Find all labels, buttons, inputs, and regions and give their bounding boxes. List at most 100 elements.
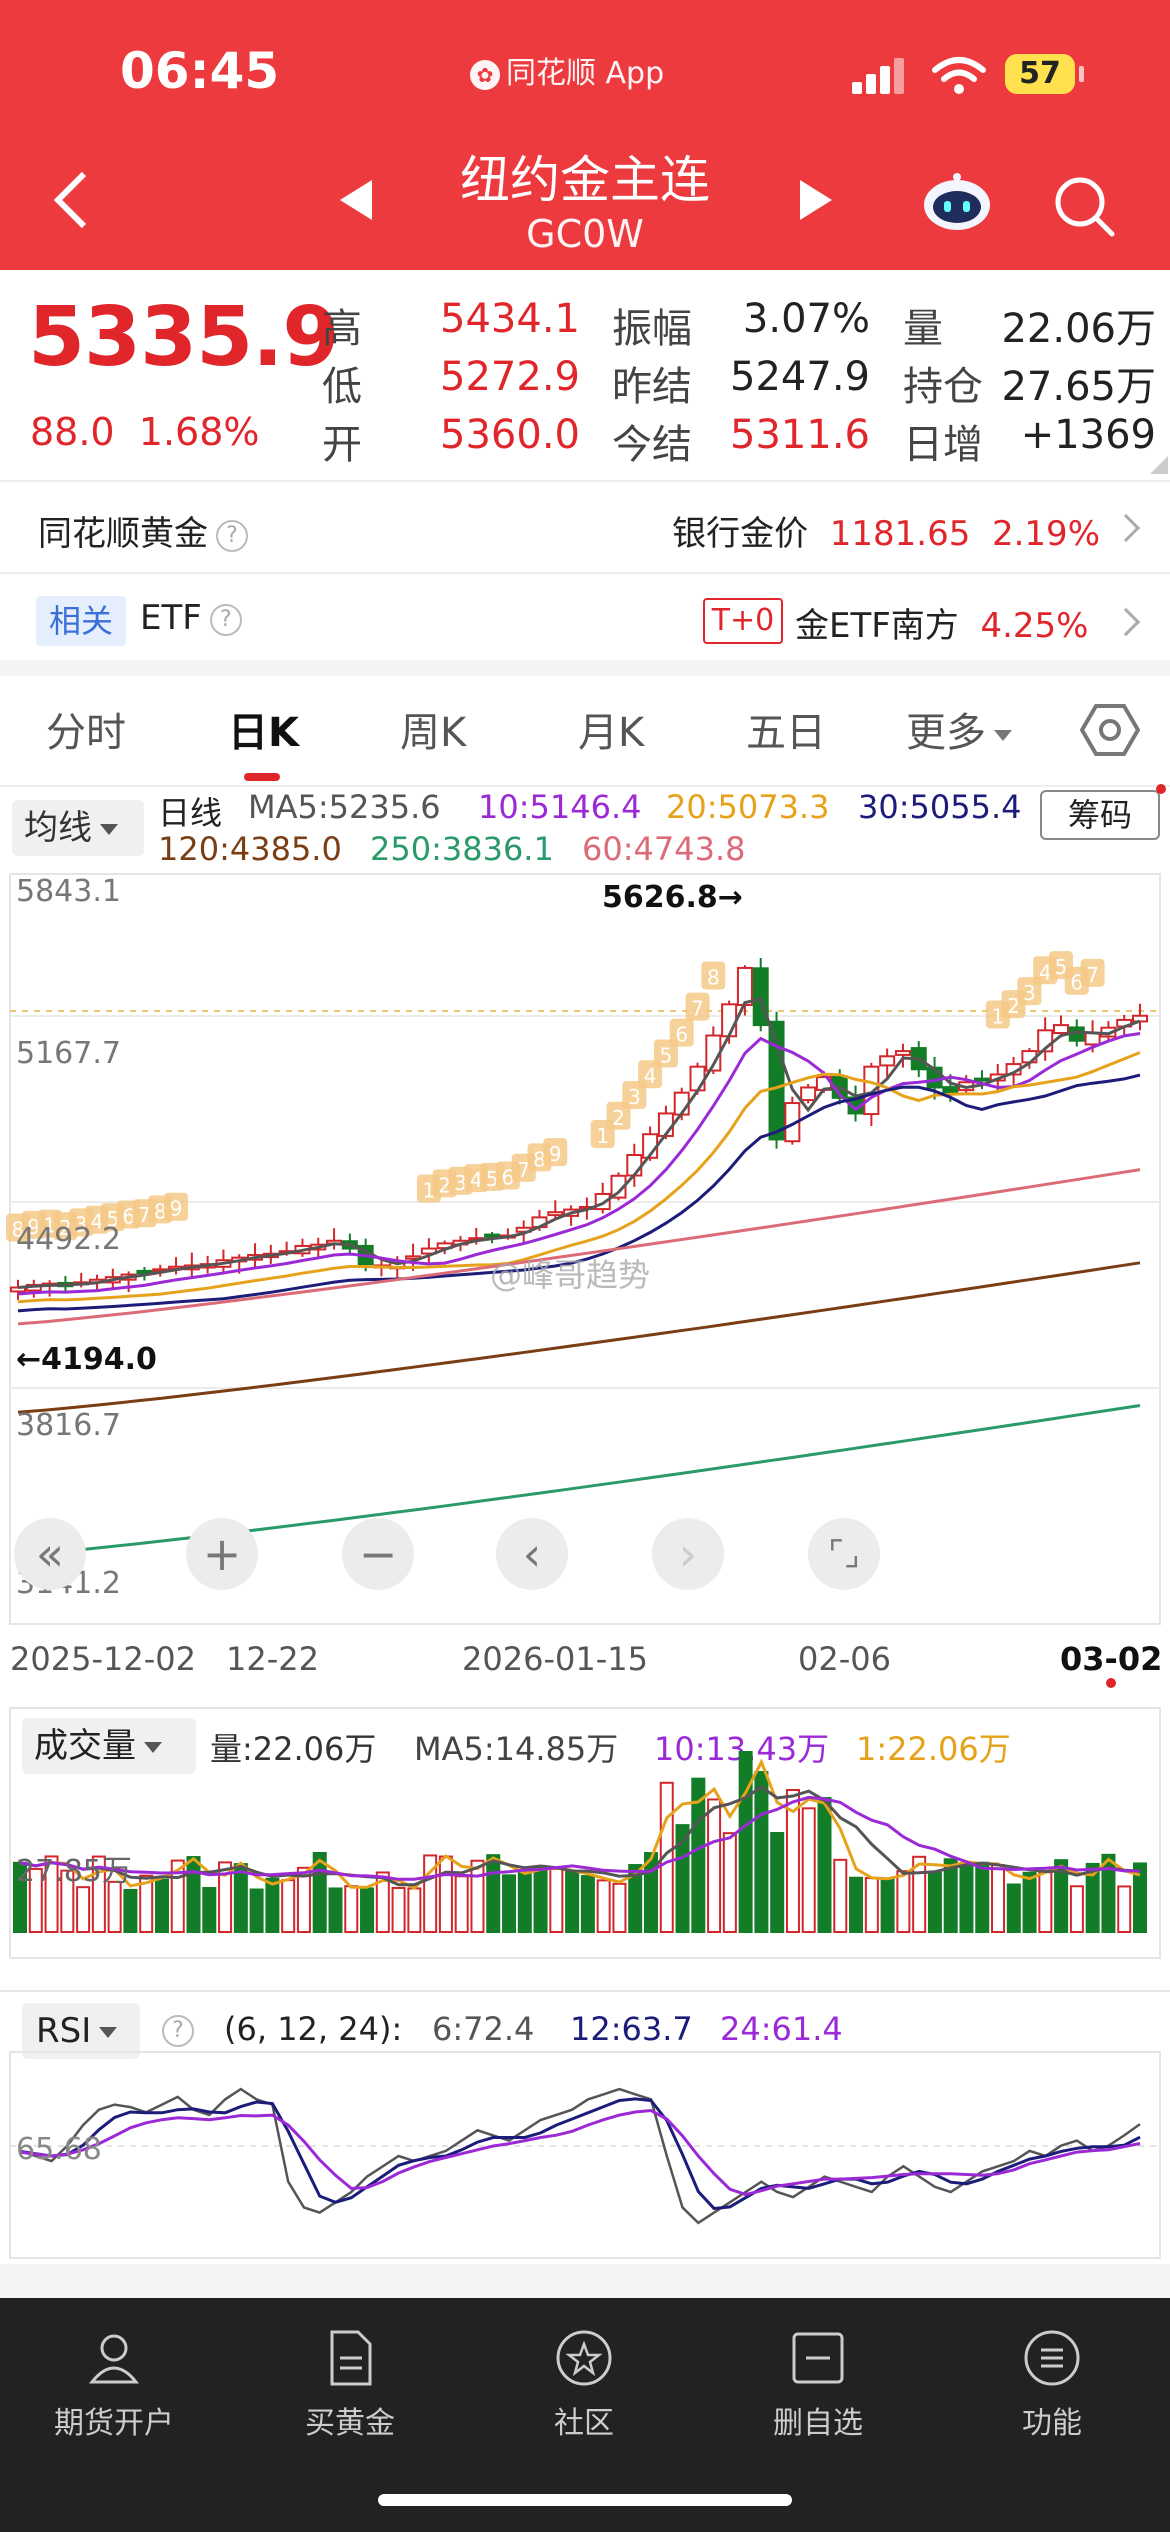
volume-bar bbox=[281, 1879, 296, 1933]
etf-name: 金ETF南方 bbox=[795, 606, 959, 646]
divider bbox=[0, 480, 1170, 482]
last-price: 5335.9 bbox=[28, 290, 339, 385]
watermark-text: @峰哥趋势 bbox=[490, 1256, 651, 1294]
quote-field-value: 27.65万 bbox=[1001, 364, 1156, 410]
tab-intraday[interactable]: 分时 bbox=[46, 710, 126, 756]
volume-ma5: MA5:14.85万 bbox=[414, 1730, 619, 1768]
td-marker: 7 bbox=[685, 992, 710, 1021]
volume-bar bbox=[675, 1824, 690, 1933]
td-marker-text: 4 bbox=[91, 1210, 104, 1234]
quote-field-value: 5272.9 bbox=[440, 354, 580, 400]
search-icon[interactable] bbox=[1052, 174, 1116, 238]
tab-five-day[interactable]: 五日 bbox=[746, 710, 826, 756]
volume-frame bbox=[9, 1707, 1161, 1959]
help-icon[interactable]: ? bbox=[209, 603, 242, 636]
tab-daily-k[interactable]: 日K bbox=[228, 710, 299, 756]
nav-community[interactable]: 社区 bbox=[494, 2300, 674, 2442]
help-icon[interactable]: ? bbox=[162, 2015, 194, 2047]
chevron-down-icon bbox=[144, 1742, 162, 1753]
app-logo-icon: ✿ bbox=[470, 59, 500, 90]
zoom-out-button[interactable]: − bbox=[342, 1518, 414, 1590]
status-app-label: ✿ 同花顺 App bbox=[470, 48, 664, 92]
volume-indicator-select[interactable]: 成交量 bbox=[22, 1718, 196, 1774]
volume-bar bbox=[28, 1867, 43, 1933]
volume-bar bbox=[123, 1888, 138, 1933]
bank-gold-price: 1181.65 bbox=[829, 514, 971, 554]
td-marker-text: 2 bbox=[59, 1216, 72, 1240]
candle-body bbox=[800, 1086, 817, 1102]
t0-tag: T+0 bbox=[703, 598, 783, 644]
td-marker-text: 5 bbox=[660, 1043, 673, 1067]
next-contract-button[interactable] bbox=[800, 180, 832, 220]
scroll-to-start-button[interactable]: « bbox=[14, 1518, 86, 1590]
rsi-chart[interactable] bbox=[0, 2046, 1170, 2262]
chevron-right-icon bbox=[1111, 513, 1141, 543]
nav-open-account[interactable]: 期货开户 bbox=[24, 2300, 204, 2442]
rsi-indicator-select[interactable]: RSI bbox=[22, 2003, 140, 2059]
td-marker-text: 1 bbox=[596, 1124, 609, 1148]
ma30-line bbox=[17, 1073, 1141, 1313]
settings-icon[interactable] bbox=[1080, 700, 1140, 760]
back-icon[interactable] bbox=[50, 170, 90, 230]
nav-buy-gold[interactable]: 买黄金 bbox=[260, 2300, 440, 2442]
ma60-line bbox=[17, 1168, 1141, 1326]
candle-body bbox=[1132, 1014, 1148, 1023]
ma5-value: MA5:5235.6 bbox=[248, 788, 441, 826]
nav-label: 删自选 bbox=[773, 2406, 863, 2441]
td-marker-bg bbox=[622, 1081, 647, 1110]
volume-chart[interactable] bbox=[0, 1702, 1170, 1962]
volume-bar bbox=[107, 1880, 122, 1934]
zoom-in-button[interactable]: + bbox=[186, 1518, 258, 1590]
scroll-right-button[interactable]: › bbox=[652, 1518, 724, 1590]
divider bbox=[0, 785, 1170, 787]
divider bbox=[0, 1990, 1170, 1992]
chart-frame bbox=[9, 873, 1161, 1625]
nav-functions[interactable]: 功能 bbox=[962, 2300, 1142, 2442]
volume-bar bbox=[628, 1864, 643, 1933]
td-marker-text: 3 bbox=[75, 1212, 88, 1236]
divider bbox=[0, 572, 1170, 574]
quote-field-value: 22.06万 bbox=[1001, 306, 1156, 352]
bank-gold-percent: 2.19% bbox=[991, 514, 1100, 554]
tab-monthly-k[interactable]: 月K bbox=[578, 710, 645, 756]
volume-bar bbox=[517, 1870, 532, 1933]
tab-more[interactable]: 更多 bbox=[906, 700, 1012, 758]
status-time: 06:45 bbox=[120, 42, 280, 100]
ma-indicator-select[interactable]: 均线 bbox=[12, 800, 144, 856]
help-icon[interactable]: ? bbox=[216, 519, 248, 552]
volume-bar bbox=[296, 1866, 311, 1933]
td-marker-text: 1 bbox=[991, 1004, 1004, 1028]
x-label-3: 2026-01-15 bbox=[462, 1640, 648, 1678]
nav-remove-watchlist[interactable]: 删自选 bbox=[728, 2300, 908, 2442]
ma10-value: 10:5146.4 bbox=[478, 788, 642, 826]
fullscreen-button[interactable]: ⌜⌟ bbox=[808, 1518, 880, 1590]
td-marker: 5 bbox=[653, 1039, 678, 1068]
contract-code: GC0W bbox=[526, 212, 644, 256]
scroll-left-button[interactable]: ‹ bbox=[496, 1518, 568, 1590]
tab-weekly-k[interactable]: 周K bbox=[400, 710, 467, 756]
volume-bar bbox=[486, 1854, 501, 1933]
robot-assistant-icon[interactable] bbox=[922, 172, 992, 232]
volume-bar bbox=[943, 1858, 958, 1933]
volume-bar bbox=[549, 1867, 564, 1933]
volume-bar bbox=[1054, 1859, 1069, 1933]
td-marker: 6 bbox=[669, 1018, 694, 1047]
volume-bar bbox=[91, 1855, 106, 1933]
y-label-top: 5843.1 bbox=[16, 874, 121, 909]
y-label-3: 4492.2 bbox=[16, 1222, 121, 1257]
td-marker-text: 2 bbox=[612, 1106, 625, 1130]
td-marker: 8 bbox=[701, 961, 726, 990]
volume-y-label: 27.85万 bbox=[16, 1854, 132, 1889]
candle-body bbox=[689, 1065, 706, 1092]
candle-body bbox=[136, 1269, 153, 1275]
rsi-frame bbox=[9, 2051, 1161, 2259]
candle-body bbox=[973, 1077, 990, 1082]
volume-bar bbox=[927, 1871, 942, 1934]
gold-row[interactable]: 同花顺黄金? 银行金价 1181.65 2.19% bbox=[0, 482, 1170, 570]
volume-bar bbox=[139, 1874, 154, 1934]
chip-distribution-button[interactable]: 筹码 bbox=[1040, 790, 1160, 840]
quote-field-label: 量 bbox=[903, 306, 943, 352]
prev-contract-button[interactable] bbox=[340, 180, 372, 220]
quote-field-value: 3.07% bbox=[742, 296, 870, 342]
